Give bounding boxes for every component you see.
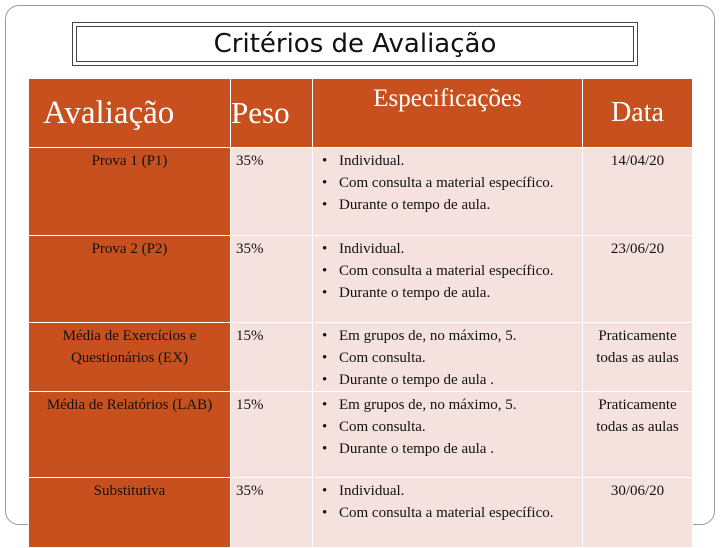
assessment-name: Substitutiva	[93, 483, 166, 499]
date-value: 23/06/20	[610, 241, 665, 257]
date-value: Praticamente todas as aulas	[596, 328, 679, 366]
weight-value: 15%	[236, 397, 264, 413]
header-data: Data	[582, 78, 693, 148]
spec-item: Com consulta a material específico.	[313, 172, 576, 194]
date-cell: 30/06/20	[582, 477, 693, 548]
assessment-cell: Prova 1 (P1)	[28, 147, 231, 236]
weight-value: 35%	[236, 241, 264, 257]
title-box-inner-border	[76, 26, 634, 62]
date-value: 30/06/20	[610, 483, 665, 499]
spec-item: Em grupos de, no máximo, 5.	[313, 394, 576, 416]
spec-item: Durante o tempo de aula.	[313, 282, 576, 304]
date-cell: 14/04/20	[582, 147, 693, 236]
spec-item: Durante o tempo de aula.	[313, 194, 576, 216]
specs-cell: Em grupos de, no máximo, 5. Com consulta…	[312, 391, 583, 478]
specs-cell: Individual. Com consulta a material espe…	[312, 147, 583, 236]
table-header-row: Avaliação Peso Especificações Data	[28, 78, 693, 148]
criteria-table: Avaliação Peso Especificações Data Prova…	[28, 78, 693, 548]
header-peso: Peso	[230, 78, 313, 148]
weight-cell: 15%	[230, 322, 313, 392]
table-row: Prova 1 (P1) 35% Individual. Com consult…	[28, 147, 693, 236]
spec-item: Com consulta a material específico.	[313, 502, 576, 524]
weight-cell: 35%	[230, 235, 313, 323]
spec-item: Durante o tempo de aula .	[313, 369, 576, 391]
assessment-cell: Média de Exercícios e Questionários (EX)	[28, 322, 231, 392]
spec-item: Com consulta a material específico.	[313, 260, 576, 282]
specs-cell: Em grupos de, no máximo, 5. Com consulta…	[312, 322, 583, 392]
spec-item: Durante o tempo de aula .	[313, 438, 576, 460]
spec-item: Individual.	[313, 480, 576, 502]
spec-item: Com consulta.	[313, 347, 576, 369]
weight-cell: 35%	[230, 147, 313, 236]
table-row: Média de Relatórios (LAB) 15% Em grupos …	[28, 391, 693, 478]
table-row: Substitutiva 35% Individual. Com consult…	[28, 477, 693, 548]
date-cell: Praticamente todas as aulas	[582, 322, 693, 392]
table-row: Prova 2 (P2) 35% Individual. Com consult…	[28, 235, 693, 323]
date-value: 14/04/20	[610, 153, 665, 169]
date-cell: Praticamente todas as aulas	[582, 391, 693, 478]
header-avaliacao: Avaliação	[28, 78, 231, 148]
specs-cell: Individual. Com consulta a material espe…	[312, 235, 583, 323]
date-value: Praticamente todas as aulas	[596, 397, 679, 435]
page-title: Critérios de Avaliação	[213, 29, 497, 59]
spec-item: Em grupos de, no máximo, 5.	[313, 325, 576, 347]
table-row: Média de Exercícios e Questionários (EX)…	[28, 322, 693, 392]
weight-cell: 35%	[230, 477, 313, 548]
weight-cell: 15%	[230, 391, 313, 478]
spec-item: Individual.	[313, 150, 576, 172]
weight-value: 15%	[236, 328, 264, 344]
date-cell: 23/06/20	[582, 235, 693, 323]
title-box: Critérios de Avaliação	[72, 22, 638, 66]
specs-cell: Individual. Com consulta a material espe…	[312, 477, 583, 548]
assessment-name: Prova 2 (P2)	[91, 241, 168, 257]
spec-item: Com consulta.	[313, 416, 576, 438]
assessment-cell: Substitutiva	[28, 477, 231, 548]
weight-value: 35%	[236, 483, 264, 499]
assessment-cell: Prova 2 (P2)	[28, 235, 231, 323]
assessment-cell: Média de Relatórios (LAB)	[28, 391, 231, 478]
weight-value: 35%	[236, 153, 264, 169]
spec-item: Individual.	[313, 238, 576, 260]
assessment-name: Média de Relatórios (LAB)	[46, 397, 213, 413]
header-especificacoes: Especificações	[312, 78, 583, 148]
assessment-name: Prova 1 (P1)	[91, 153, 168, 169]
assessment-name: Média de Exercícios e Questionários (EX)	[62, 328, 197, 366]
